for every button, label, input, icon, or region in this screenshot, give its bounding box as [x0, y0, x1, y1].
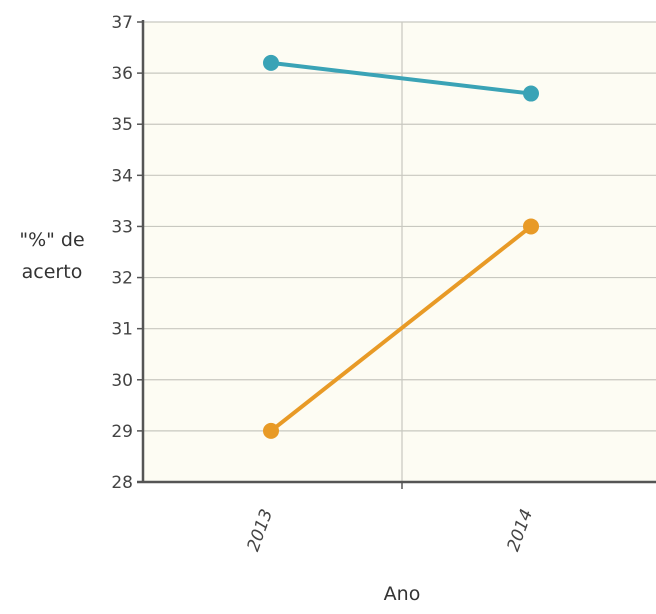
series-line-2: [269, 224, 533, 433]
y-tick-label: 32: [111, 269, 133, 289]
y-tick-label: 36: [111, 64, 133, 84]
x-tick-label: 2013: [244, 507, 278, 554]
y-tick-label: 28: [111, 473, 133, 493]
data-point: [523, 85, 539, 102]
y-tick-label: 33: [111, 217, 133, 237]
x-axis-label: Ano: [383, 583, 421, 605]
y-tick-label: 37: [111, 13, 133, 33]
plot-area: [143, 22, 656, 482]
y-tick-label: 29: [111, 422, 133, 442]
data-point: [523, 218, 539, 235]
y-tick-label: 31: [111, 320, 133, 340]
data-point: [263, 54, 279, 71]
y-tick-label: 35: [111, 115, 133, 135]
series-line-1: [269, 60, 533, 96]
y-axis-label: "%" de acerto: [19, 229, 85, 283]
data-point: [263, 422, 279, 439]
x-tick-label: 2014: [504, 507, 538, 554]
y-tick-label: 34: [111, 166, 133, 186]
y-tick-label: 30: [111, 371, 133, 391]
